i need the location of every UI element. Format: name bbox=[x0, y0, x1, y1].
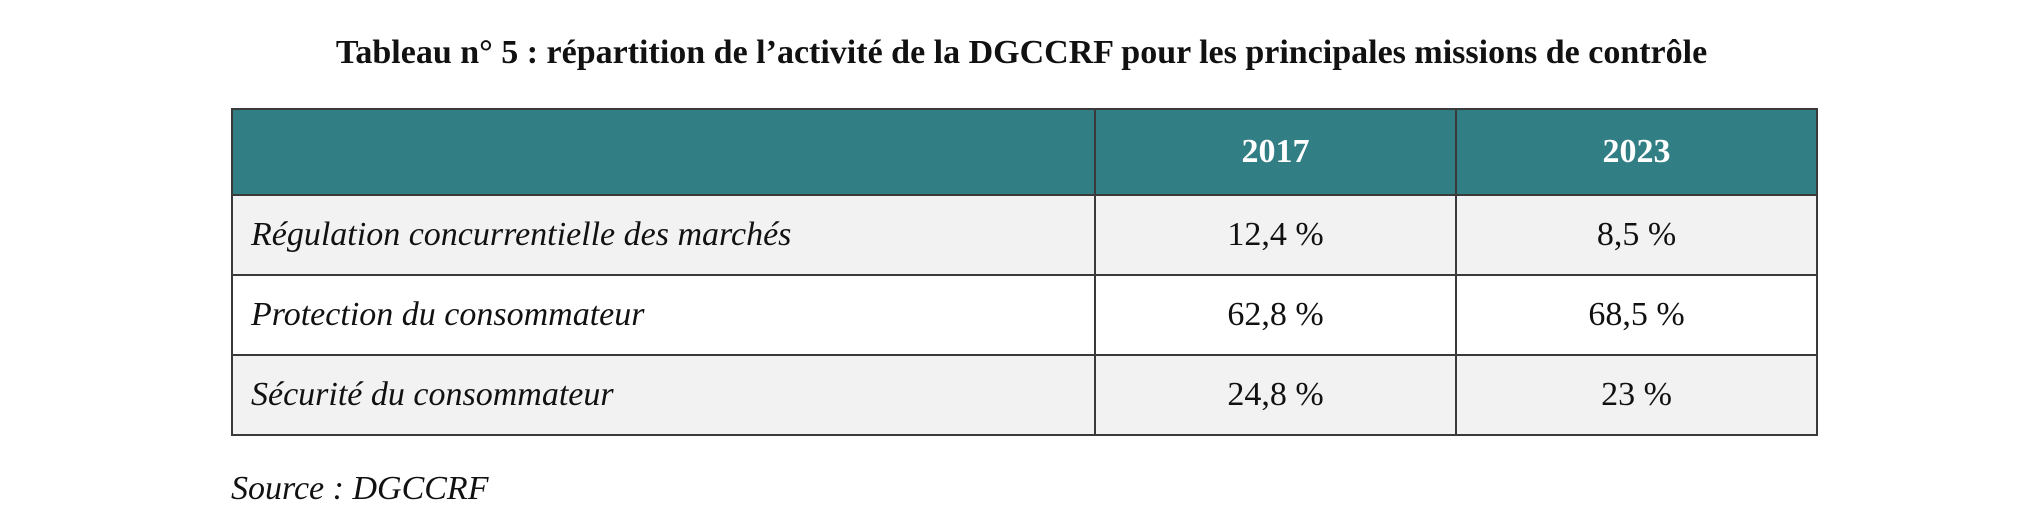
value-2023: 23 % bbox=[1455, 354, 1818, 436]
header-row: 2017 2023 bbox=[231, 108, 1818, 196]
activity-table: 2017 2023 Régulation concurrentielle des… bbox=[231, 108, 1818, 436]
value-2017: 24,8 % bbox=[1094, 354, 1457, 436]
source-note: Source : DGCCRF bbox=[231, 470, 489, 507]
row-label: Protection du consommateur bbox=[231, 274, 1096, 356]
table-body: Régulation concurrentielle des marchés 1… bbox=[231, 194, 1818, 436]
value-2023: 68,5 % bbox=[1455, 274, 1818, 356]
row-label: Régulation concurrentielle des marchés bbox=[231, 194, 1096, 276]
table-row: Sécurité du consommateur 24,8 % 23 % bbox=[231, 354, 1818, 436]
value-2023: 8,5 % bbox=[1455, 194, 1818, 276]
header-year-2017: 2017 bbox=[1094, 108, 1457, 196]
table-header: 2017 2023 bbox=[231, 108, 1818, 196]
header-year-2023: 2023 bbox=[1455, 108, 1818, 196]
value-2017: 62,8 % bbox=[1094, 274, 1457, 356]
table-title: Tableau n° 5 : répartition de l’activité… bbox=[335, 34, 1708, 71]
table-row: Protection du consommateur 62,8 % 68,5 % bbox=[231, 274, 1818, 356]
table-row: Régulation concurrentielle des marchés 1… bbox=[231, 194, 1818, 276]
header-label-cell bbox=[231, 108, 1096, 196]
value-2017: 12,4 % bbox=[1094, 194, 1457, 276]
row-label: Sécurité du consommateur bbox=[231, 354, 1096, 436]
